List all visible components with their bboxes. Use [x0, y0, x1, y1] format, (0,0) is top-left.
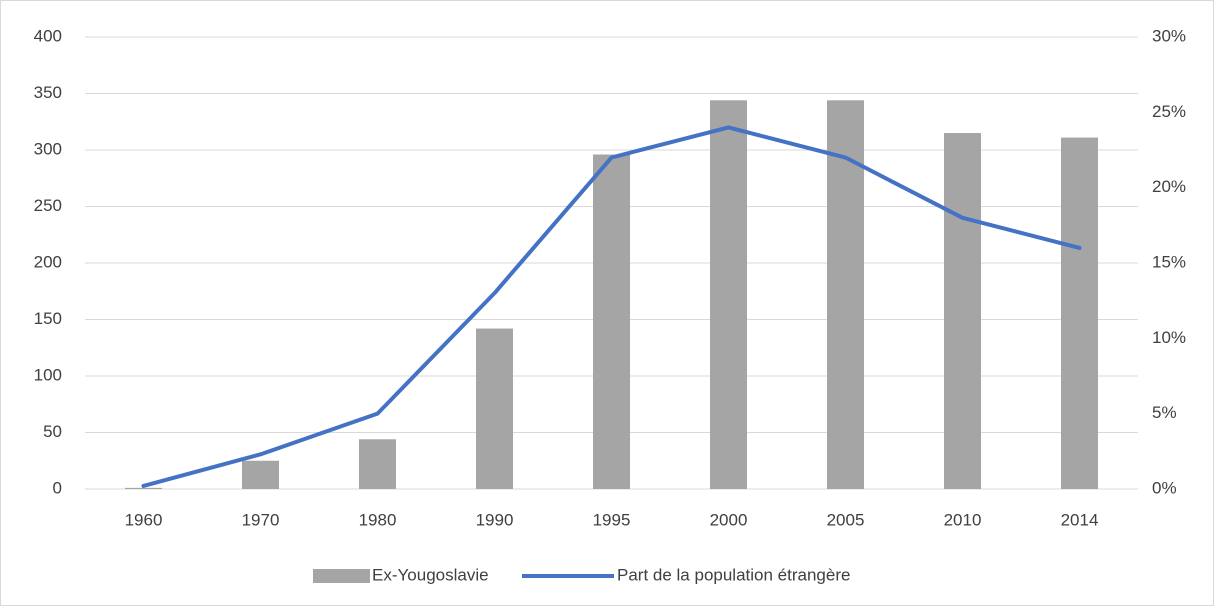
legend-label: Ex-Yougoslavie — [372, 565, 489, 584]
legend-label: Part de la population étrangère — [617, 565, 850, 584]
bar — [1061, 137, 1098, 489]
bar — [125, 487, 162, 489]
y-tick-label: 350 — [34, 83, 62, 102]
y2-tick-label: 25% — [1152, 102, 1186, 121]
y2-tick-label: 5% — [1152, 403, 1177, 422]
y2-tick-label: 10% — [1152, 328, 1186, 347]
y-tick-label: 150 — [34, 309, 62, 328]
y2-tick-label: 30% — [1152, 26, 1186, 45]
y-tick-label: 200 — [34, 252, 62, 271]
y-tick-label: 400 — [34, 26, 62, 45]
y2-tick-label: 0% — [1152, 478, 1177, 497]
x-tick-label: 2010 — [944, 510, 982, 529]
y-tick-label: 250 — [34, 196, 62, 215]
x-tick-label: 2005 — [827, 510, 865, 529]
x-tick-label: 1960 — [125, 510, 163, 529]
y-tick-label: 0 — [53, 478, 62, 497]
bar — [944, 133, 981, 490]
bar — [710, 100, 747, 489]
x-tick-label: 2000 — [710, 510, 748, 529]
x-tick-label: 1995 — [593, 510, 631, 529]
x-tick-label: 2014 — [1061, 510, 1099, 529]
y2-tick-label: 20% — [1152, 177, 1186, 196]
line — [141, 125, 1082, 488]
bar — [476, 328, 513, 489]
y2-tick-label: 15% — [1152, 252, 1186, 271]
y-tick-label: 100 — [34, 365, 62, 384]
y-tick-label: 300 — [34, 139, 62, 158]
x-tick-label: 1970 — [242, 510, 280, 529]
x-tick-label: 1990 — [476, 510, 514, 529]
y-tick-label: 50 — [43, 422, 62, 441]
x-tick-label: 1980 — [359, 510, 397, 529]
bar — [593, 154, 630, 489]
legend-swatch — [313, 569, 370, 583]
bar — [359, 439, 396, 489]
bar — [242, 460, 279, 489]
